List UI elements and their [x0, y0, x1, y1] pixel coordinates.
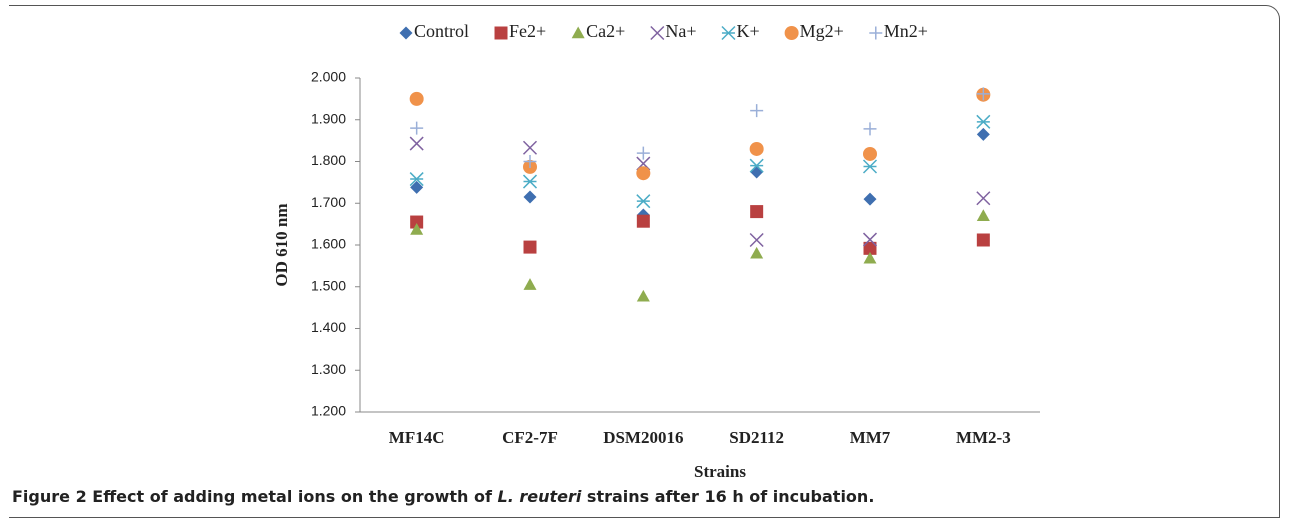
caption-label: Figure 2: [12, 487, 87, 506]
data-point: [976, 191, 991, 206]
y-tick-label: 1.200: [311, 403, 346, 419]
caption-text: strains after 16 h of incubation.: [581, 487, 875, 506]
x-tick-label: MM2-3: [956, 428, 1011, 447]
data-point: [976, 127, 990, 141]
legend-marker: [399, 26, 413, 40]
data-point: [523, 155, 537, 168]
data-point: [523, 190, 537, 204]
data-point: [410, 180, 424, 194]
y-tick-label: 1.500: [311, 277, 346, 293]
data-point: [750, 165, 764, 179]
data-point: [409, 136, 424, 151]
data-point: [523, 240, 537, 254]
x-axis-title: Strains: [694, 462, 746, 481]
data-point: [522, 174, 538, 189]
data-point: [862, 159, 878, 174]
y-axis-title: OD 610 nm: [272, 203, 291, 286]
legend-label: Mg2+: [800, 21, 844, 41]
y-tick-label: 1.300: [311, 361, 346, 377]
legend-label: Na+: [665, 21, 696, 41]
data-point: [863, 122, 877, 136]
data-point: [523, 278, 537, 290]
legend-label: K+: [736, 21, 759, 41]
data-point: [409, 91, 424, 106]
data-point: [863, 241, 877, 255]
data-point: [750, 104, 764, 118]
data-point: [636, 194, 651, 209]
legend-marker: [650, 25, 665, 41]
legend-label: Control: [414, 21, 469, 41]
legend-label: Fe2+: [509, 21, 546, 41]
y-tick-label: 2.000: [311, 69, 346, 85]
legend-label: Mn2+: [884, 21, 928, 41]
data-point: [409, 172, 424, 187]
data-point: [410, 215, 424, 229]
y-tick-label: 1.900: [311, 110, 346, 126]
data-point: [750, 205, 764, 219]
data-point: [410, 121, 424, 135]
data-point: [862, 232, 878, 247]
data-point: [522, 140, 538, 155]
data-point: [976, 233, 990, 247]
data-point: [976, 114, 991, 129]
x-tick-label: CF2-7F: [502, 428, 558, 447]
data-point: [636, 214, 650, 228]
x-tick-label: MF14C: [389, 428, 445, 447]
y-tick-label: 1.400: [311, 319, 346, 335]
y-tick-label: 1.800: [311, 152, 346, 168]
y-tick-label: 1.700: [311, 194, 346, 210]
data-point: [749, 141, 764, 156]
data-point: [863, 192, 877, 206]
legend-marker: [494, 26, 508, 40]
legend-marker: [721, 25, 736, 41]
figure-caption: Figure 2 Effect of adding metal ions on …: [12, 487, 874, 506]
data-point: [749, 158, 764, 173]
legend-marker: [784, 26, 799, 40]
legend-marker: [571, 26, 585, 39]
legend-label: Ca2+: [586, 21, 625, 41]
data-point: [636, 289, 650, 302]
data-point: [410, 223, 424, 235]
data-point: [976, 87, 990, 101]
data-point: [863, 146, 877, 161]
data-point: [749, 232, 764, 248]
x-tick-label: DSM20016: [603, 428, 683, 447]
data-point: [750, 246, 764, 259]
caption-text: Effect of adding metal ions on the growt…: [86, 487, 498, 506]
y-tick-label: 1.600: [311, 236, 346, 252]
data-point: [636, 146, 650, 160]
data-point: [636, 166, 651, 181]
legend-marker: [869, 26, 883, 40]
data-point: [863, 251, 877, 264]
x-tick-label: SD2112: [729, 428, 784, 447]
figure-frame: [9, 5, 1280, 518]
data-point: [976, 209, 990, 221]
x-tick-label: MM7: [850, 428, 891, 447]
caption-italic: L. reuteri: [497, 487, 582, 506]
